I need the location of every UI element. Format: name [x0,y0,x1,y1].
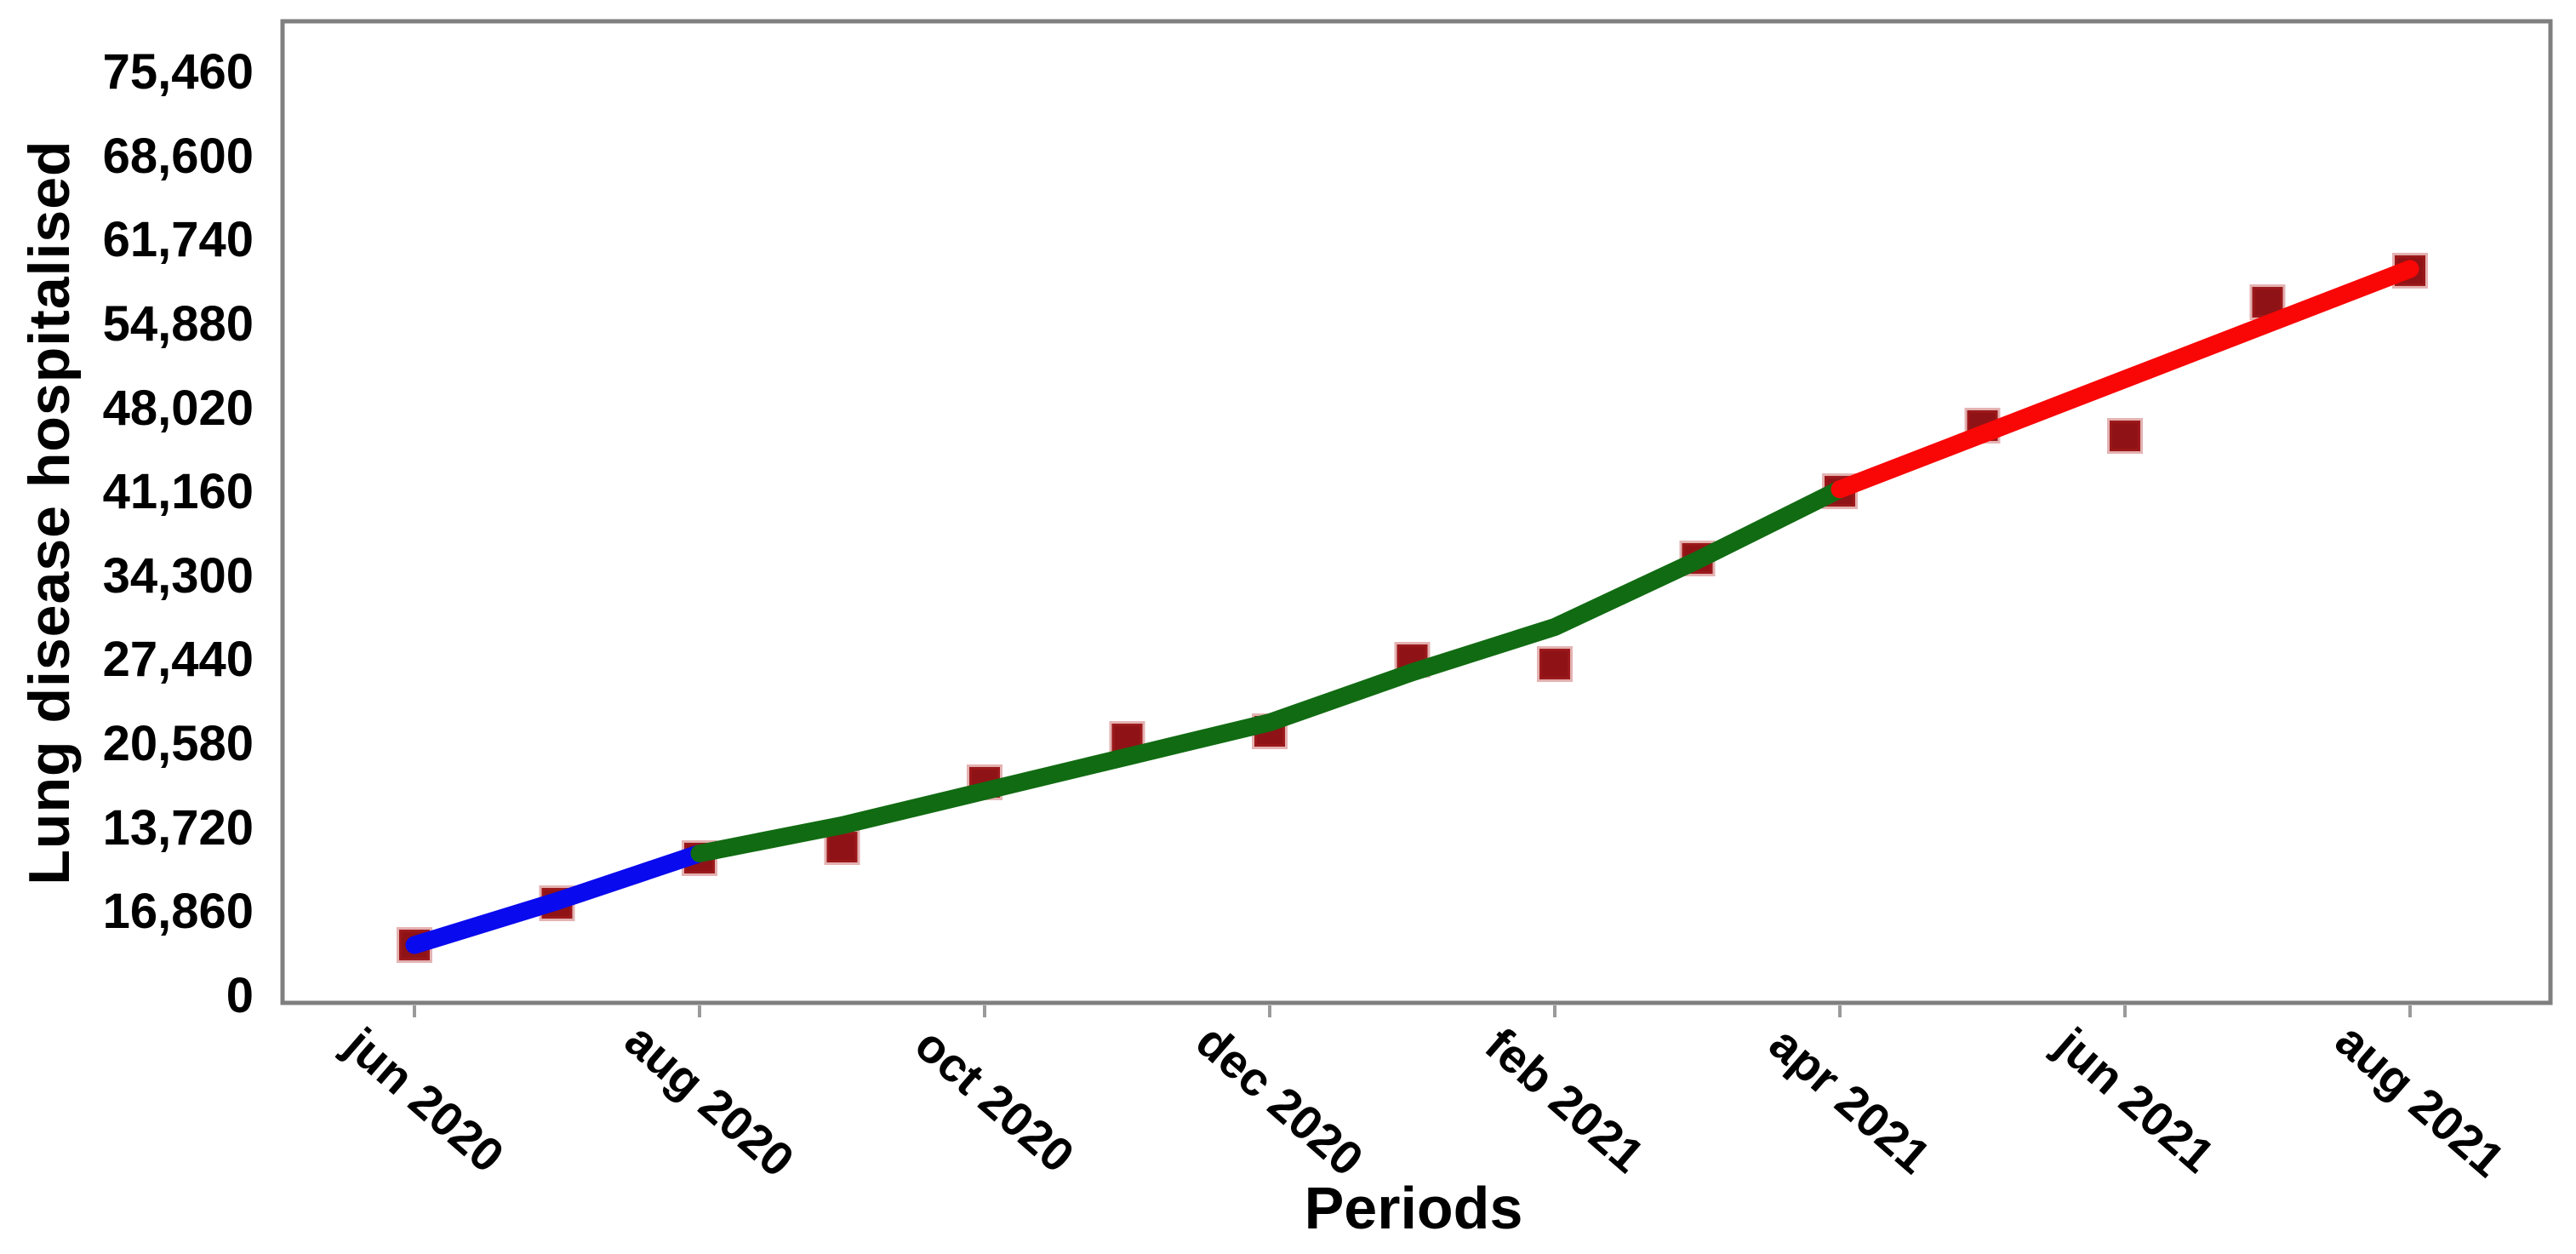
trend-segment-late [1831,260,2419,499]
x-axis-title: Periods [1304,1175,1523,1241]
y-tick-label: 34,300 [102,547,254,604]
y-tick-label: 20,580 [102,716,254,772]
y-tick-label: 75,460 [102,44,254,100]
y-tick-label: 27,440 [102,632,254,688]
y-tick-label: 54,880 [102,295,254,352]
y-tick-label: 61,740 [102,212,254,268]
y-tick-label: 68,600 [102,128,254,184]
y-tick-label: 41,160 [102,464,254,520]
y-tick-label: 16,860 [102,884,254,940]
trend-segment-early [405,844,709,954]
data-point-marker [2107,418,2143,455]
y-tick-label: 48,020 [102,380,254,436]
y-tick-label: 13,720 [102,799,254,856]
y-tick-label: 0 [226,968,254,1023]
data-point-marker [1537,646,1573,683]
trend-segment-mid [690,480,1849,862]
plot-border [280,19,2553,1005]
